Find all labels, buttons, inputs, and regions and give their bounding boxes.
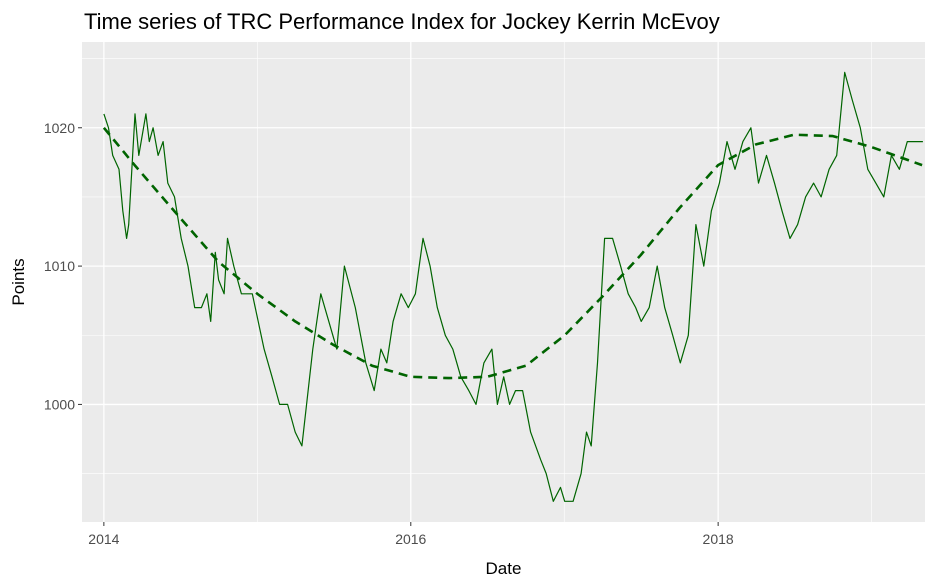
trend-line [102,126,923,380]
minor-gridlines [82,42,925,522]
series-layer [102,71,923,502]
index-line [103,71,923,502]
plot-panel [82,42,925,522]
x-tick-label: 2014 [88,531,119,547]
x-tick-label: 2018 [703,531,734,547]
x-tick-label: 2016 [395,531,426,547]
x-axis: 2014 2016 2018 [88,522,734,547]
x-axis-title: Date [486,559,522,578]
major-gridlines [82,42,925,522]
y-tick-label: 1020 [44,120,75,136]
y-axis: 1000 1010 1020 [44,120,82,412]
y-tick-label: 1000 [44,396,75,412]
y-tick-label: 1010 [44,258,75,274]
chart-title: Time series of TRC Performance Index for… [84,9,720,34]
y-axis-title: Points [9,258,28,305]
